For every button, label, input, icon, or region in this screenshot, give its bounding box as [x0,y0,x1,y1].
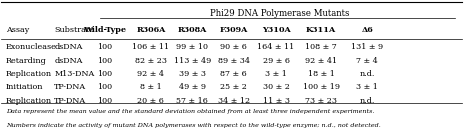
Text: 92 ± 41: 92 ± 41 [305,56,337,65]
Text: F309A: F309A [219,26,248,34]
Text: TP-DNA: TP-DNA [55,83,86,91]
Text: K311A: K311A [306,26,337,34]
Text: Replication: Replication [6,97,52,105]
Text: R306A: R306A [136,26,165,34]
Text: 90 ± 6: 90 ± 6 [220,43,247,51]
Text: Retarding: Retarding [6,56,47,65]
Text: 108 ± 7: 108 ± 7 [305,43,337,51]
Text: 3 ± 1: 3 ± 1 [356,83,378,91]
Text: 8 ± 1: 8 ± 1 [140,83,162,91]
Text: 89 ± 34: 89 ± 34 [218,56,250,65]
Text: n.d.: n.d. [359,70,375,78]
Text: 106 ± 11: 106 ± 11 [132,43,170,51]
Text: 49 ± 9: 49 ± 9 [179,83,206,91]
Text: 131 ± 9: 131 ± 9 [351,43,383,51]
Text: 164 ± 11: 164 ± 11 [257,43,295,51]
Text: 57 ± 16: 57 ± 16 [176,97,208,105]
Text: Phi29 DNA Polymerase Mutants: Phi29 DNA Polymerase Mutants [210,9,349,18]
Text: 34 ± 12: 34 ± 12 [218,97,250,105]
Text: 25 ± 2: 25 ± 2 [220,83,247,91]
Text: dsDNA: dsDNA [55,43,82,51]
Text: Data represent the mean value and the standard deviation obtained from at least : Data represent the mean value and the st… [6,109,374,114]
Text: TP-DNA: TP-DNA [55,97,86,105]
Text: 100: 100 [97,70,112,78]
Text: 82 ± 23: 82 ± 23 [135,56,167,65]
Text: 100: 100 [97,56,112,65]
Text: Numbers indicate the activity of mutant DNA polymerases with respect to the wild: Numbers indicate the activity of mutant … [6,123,381,128]
Text: 113 ± 49: 113 ± 49 [174,56,211,65]
Text: 100: 100 [97,43,112,51]
Text: 92 ± 4: 92 ± 4 [137,70,164,78]
Text: Δ6: Δ6 [361,26,373,34]
Text: Assay: Assay [6,26,29,34]
Text: 18 ± 1: 18 ± 1 [308,70,335,78]
Text: Wild-Type: Wild-Type [83,26,127,34]
Text: Exonuclease: Exonuclease [6,43,57,51]
Text: 100: 100 [97,97,112,105]
Text: 100 ± 19: 100 ± 19 [303,83,340,91]
Text: R308A: R308A [178,26,207,34]
Text: Y310A: Y310A [262,26,291,34]
Text: 11 ± 3: 11 ± 3 [263,97,290,105]
Text: 29 ± 6: 29 ± 6 [263,56,290,65]
Text: dsDNA: dsDNA [55,56,82,65]
Text: Initiation: Initiation [6,83,44,91]
Text: 73 ± 23: 73 ± 23 [305,97,337,105]
Text: 87 ± 6: 87 ± 6 [220,70,247,78]
Text: 30 ± 2: 30 ± 2 [263,83,290,91]
Text: 20 ± 6: 20 ± 6 [137,97,164,105]
Text: M13-DNA: M13-DNA [55,70,94,78]
Text: 7 ± 4: 7 ± 4 [356,56,378,65]
Text: 100: 100 [97,83,112,91]
Text: 99 ± 10: 99 ± 10 [176,43,209,51]
Text: 39 ± 3: 39 ± 3 [179,70,206,78]
Text: Substrate: Substrate [55,26,94,34]
Text: n.d.: n.d. [359,97,375,105]
Text: 3 ± 1: 3 ± 1 [265,70,287,78]
Text: Replication: Replication [6,70,52,78]
